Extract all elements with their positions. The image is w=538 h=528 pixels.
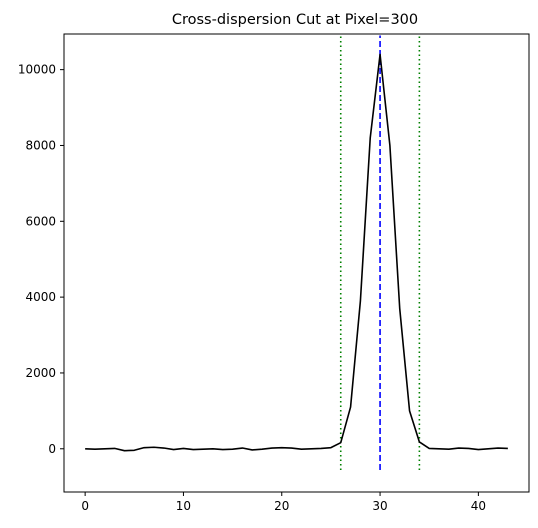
chart-title: Cross-dispersion Cut at Pixel=300 xyxy=(172,12,418,28)
x-tick-label: 40 xyxy=(471,499,486,513)
x-tick-label: 30 xyxy=(372,499,387,513)
y-tick-label: 8000 xyxy=(25,138,56,152)
plot-area xyxy=(63,33,530,493)
vertical-markers xyxy=(339,35,421,471)
y-axis: 0 2000 4000 6000 8000 10000 xyxy=(18,63,64,456)
x-tick-label: 0 xyxy=(81,499,89,513)
series-group xyxy=(85,53,508,452)
y-tick-label: 10000 xyxy=(18,63,56,77)
x-tick-label: 20 xyxy=(274,499,289,513)
x-axis: 0 10 20 30 40 xyxy=(81,492,486,513)
y-tick-label: 2000 xyxy=(25,366,56,380)
y-tick-label: 0 xyxy=(48,442,56,456)
series-line xyxy=(85,53,508,452)
x-tick-label: 10 xyxy=(176,499,191,513)
y-tick-label: 4000 xyxy=(25,290,56,304)
y-tick-label: 6000 xyxy=(25,214,56,228)
